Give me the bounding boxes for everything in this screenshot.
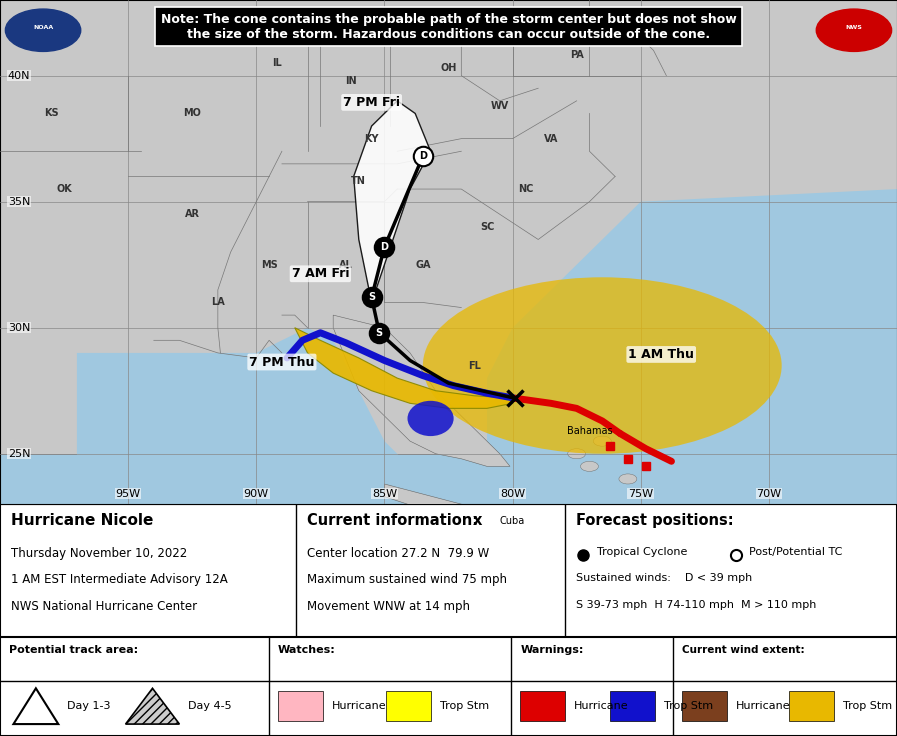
Circle shape [816,9,892,52]
Ellipse shape [568,449,586,459]
Text: 95W: 95W [116,489,141,498]
Circle shape [5,9,81,52]
Text: Sustained winds:    D < 39 mph: Sustained winds: D < 39 mph [576,573,752,583]
Text: Tropical Cyclone: Tropical Cyclone [597,547,687,556]
Text: Day 4-5: Day 4-5 [188,701,232,711]
Text: 80W: 80W [500,489,525,498]
Text: Note: The cone contains the probable path of the storm center but does not show
: Note: The cone contains the probable pat… [161,13,736,40]
Text: VA: VA [544,134,558,144]
Text: 35N: 35N [8,197,30,207]
Ellipse shape [407,401,454,436]
Text: Watches:: Watches: [278,645,335,654]
Text: MO: MO [183,108,201,118]
Text: Thursday November 10, 2022: Thursday November 10, 2022 [11,547,187,559]
Text: 7 PM Thu: 7 PM Thu [249,355,315,369]
Bar [386,691,431,721]
Bar [789,691,834,721]
Text: 1 AM Thu: 1 AM Thu [628,348,694,361]
Text: Post/Potential TC: Post/Potential TC [749,547,842,556]
Text: NC: NC [518,184,533,194]
Text: Hurricane Nicole: Hurricane Nicole [11,514,153,528]
Text: 85W: 85W [372,489,397,498]
Polygon shape [295,328,515,408]
Text: Warnings:: Warnings: [520,645,584,654]
Text: S: S [376,328,383,338]
Text: Cuba: Cuba [500,517,526,526]
Text: 40N: 40N [8,71,30,81]
Polygon shape [353,101,431,302]
Text: x: x [473,514,482,528]
Text: 7 AM Fri: 7 AM Fri [292,267,349,280]
Text: NOAA: NOAA [33,25,53,30]
Ellipse shape [593,436,611,446]
Text: MS: MS [261,260,277,269]
Text: Hurricane: Hurricane [574,701,629,711]
Text: D: D [419,152,427,161]
Text: OH: OH [440,63,457,73]
Ellipse shape [422,277,781,453]
Bar [610,691,655,721]
Text: Hurricane: Hurricane [332,701,387,711]
Text: Potential track area:: Potential track area: [9,645,138,654]
Polygon shape [385,484,666,580]
Text: OK: OK [57,184,72,194]
Polygon shape [0,0,897,453]
Text: 75W: 75W [628,489,653,498]
Text: AR: AR [185,209,200,219]
Text: 90W: 90W [244,489,269,498]
Text: LA: LA [211,297,225,308]
Text: Maximum sustained wind 75 mph: Maximum sustained wind 75 mph [307,573,507,586]
Text: IN: IN [345,76,357,85]
Ellipse shape [580,461,598,471]
Polygon shape [126,688,179,724]
Text: S 39-73 mph  H 74-110 mph  M > 110 mph: S 39-73 mph H 74-110 mph M > 110 mph [576,600,816,609]
Text: 70W: 70W [756,489,781,498]
Text: Current wind extent:: Current wind extent: [682,645,805,654]
Text: KY: KY [364,134,379,144]
Text: Bahamas: Bahamas [567,425,613,436]
Text: AL: AL [339,260,353,269]
Text: NWS: NWS [846,25,862,30]
Bar [520,691,565,721]
Text: Hurricane: Hurricane [736,701,790,711]
Ellipse shape [619,474,637,484]
Text: WV: WV [491,101,509,111]
Text: Trop Stm: Trop Stm [440,701,489,711]
Text: 30N: 30N [8,322,30,333]
Bar [682,691,727,721]
Text: Day 1-3: Day 1-3 [67,701,110,711]
Text: D: D [380,242,388,252]
Text: Trop Stm: Trop Stm [843,701,893,711]
Text: 1 AM EST Intermediate Advisory 12A: 1 AM EST Intermediate Advisory 12A [11,573,228,586]
Text: NWS National Hurricane Center: NWS National Hurricane Center [11,600,196,612]
Polygon shape [77,328,487,504]
Text: 25N: 25N [8,449,30,459]
Text: Current information:: Current information: [307,514,488,528]
Text: Forecast positions:: Forecast positions: [576,514,734,528]
Text: TN: TN [352,177,366,186]
Text: GA: GA [415,260,431,269]
Polygon shape [333,315,510,467]
Text: PA: PA [570,51,584,60]
Text: 7 PM Fri: 7 PM Fri [344,96,400,109]
Text: KS: KS [44,108,58,118]
Polygon shape [487,189,897,504]
Bar [278,691,323,721]
Text: Trop Stm: Trop Stm [664,701,713,711]
Text: FL: FL [467,361,481,370]
Text: Movement WNW at 14 mph: Movement WNW at 14 mph [307,600,470,612]
Text: IL: IL [272,58,282,68]
Text: S: S [368,292,375,302]
Text: SC: SC [480,222,494,232]
Text: Center location 27.2 N  79.9 W: Center location 27.2 N 79.9 W [307,547,489,559]
